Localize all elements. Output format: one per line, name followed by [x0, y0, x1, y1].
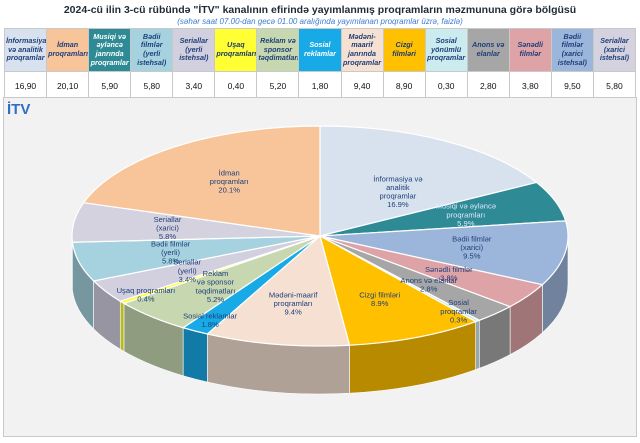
legend-cell-usaq: Uşaq proqramları	[214, 28, 258, 72]
legend-cell-serial_yerli: Seriallar (yerli istehsal)	[172, 28, 216, 72]
pie-side-sosial_yon	[475, 319, 480, 371]
slice-label-bedii_xarici: Bədii filmlər (xarici) 9.5%	[452, 234, 492, 260]
legend-cell-serial_xarici: Seriallar (xarici istehsal)	[592, 28, 637, 72]
legend-value-bedii_xarici: 9,50	[550, 71, 594, 101]
channel-label: İTV	[7, 101, 31, 118]
slice-label-sosial_yon: Sosial proqramlar 0.3%	[440, 298, 477, 324]
legend-cell-reklam: Reklam və sponsor təqdimatları	[256, 28, 300, 72]
legend-cell-cizgi: Cizgi filmləri	[382, 28, 426, 72]
legend-value-senedli: 3,80	[508, 71, 552, 101]
legend-value-sosial_yon: 0,30	[424, 71, 468, 101]
legend-cell-medeni: Mədəni-maarif janrında proqramlar	[340, 28, 384, 72]
slice-label-serial_xarici: Seriallar (xarici) 5.8%	[154, 215, 182, 241]
slice-label-reklam: Reklam və sponsor təqdimatları 5.2%	[196, 269, 236, 304]
chart-subtitle: (səhər saat 07.00-dan gecə 01.00 aralığı…	[177, 17, 463, 26]
legend-value-reklam: 5,20	[256, 71, 300, 101]
legend-cell-sosial_reklam: Sosial reklamlar	[298, 28, 342, 72]
pie-side-usaq	[119, 300, 125, 352]
legend-cell-senedli: Sənədli filmlər	[508, 28, 552, 72]
slice-label-musiqi: Musiqi və əyləncə proqramları 5.9%	[436, 202, 496, 228]
chart-title: 2024-cü ilin 3-cü rübündə "İTV" kanalını…	[63, 4, 577, 16]
legend-value-serial_yerli: 3,40	[172, 71, 216, 101]
pie-slice-bedii_xarici	[319, 220, 569, 286]
legend-value-sosial_reklam: 1,80	[298, 71, 342, 101]
pie-slice-informasiya	[319, 125, 538, 237]
legend-cell-informasiya: İnformasiya və analitik proqramlar	[3, 28, 48, 72]
legend-header-row: İnformasiya və analitik proqramlar İdman …	[3, 28, 637, 72]
legend-value-musiqi: 5,90	[88, 71, 132, 101]
legend-value-medeni: 9,40	[340, 71, 384, 101]
legend-value-serial_xarici: 5,80	[592, 71, 637, 101]
pie-slice-cizgi	[319, 234, 478, 346]
pie-slice-idman	[82, 125, 321, 237]
legend-cell-sosial_yon: Sosial yönümlü proqramlar	[424, 28, 468, 72]
legend-cell-bedii_xarici: Bədii filmlər (xarici istehsal)	[550, 28, 594, 72]
slice-label-informasiya: İnformasiya və analitik proqramlar 16.9%	[373, 174, 422, 209]
legend-value-cizgi: 8,90	[382, 71, 426, 101]
slice-label-bedii_yerli: Bədii filmlər (yerli) 5.8%	[151, 240, 191, 266]
pie-slice-medeni	[206, 234, 351, 347]
slice-label-medeni: Mədəni-maarif proqramları 9.4%	[269, 291, 318, 317]
legend-value-informasiya: 16,90	[3, 71, 48, 101]
slice-label-anons: Anons və elanlar 2.8%	[400, 276, 457, 294]
slice-label-cizgi: Cizgi filmləri 8.9%	[359, 291, 400, 309]
slice-label-senedli: Sənədli filmlər 3.8%	[425, 265, 473, 283]
legend-value-anons: 2,80	[466, 71, 510, 101]
pie-side-sosial_reklam	[182, 327, 208, 383]
legend-cell-anons: Anons və elanlar	[466, 28, 510, 72]
slice-label-usaq: Uşaq proqramları 0.4%	[117, 286, 176, 304]
slice-label-sosial_reklam: Sosial reklamlar 1.8%	[183, 311, 237, 329]
slice-label-serial_yerli: Seriallar (yerli) 3.4%	[173, 258, 201, 284]
slice-label-idman: İdman proqramları 20.1%	[210, 168, 249, 194]
